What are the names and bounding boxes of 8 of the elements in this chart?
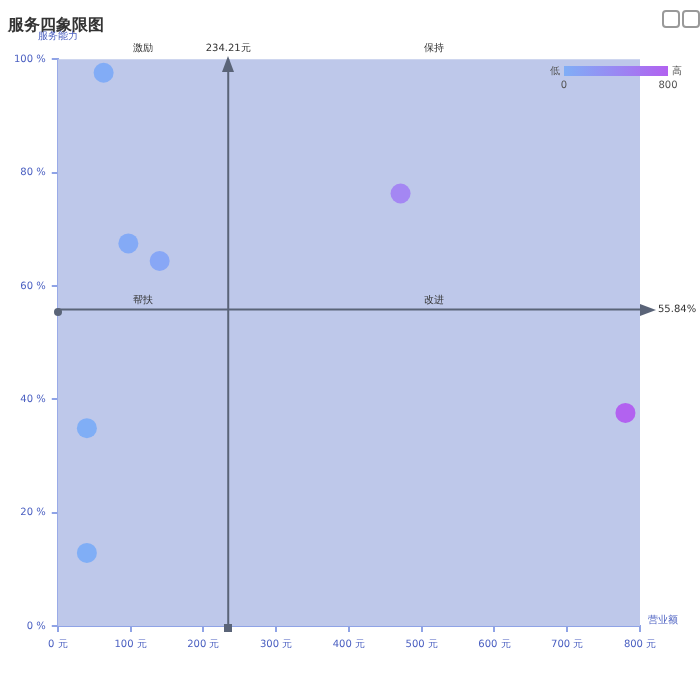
point — [93, 62, 114, 83]
chart-title: 服务四象限图 — [6, 15, 104, 34]
point — [390, 183, 411, 204]
point — [76, 418, 97, 439]
point — [149, 250, 170, 271]
point — [76, 542, 97, 563]
point — [118, 233, 139, 254]
point — [615, 402, 636, 423]
